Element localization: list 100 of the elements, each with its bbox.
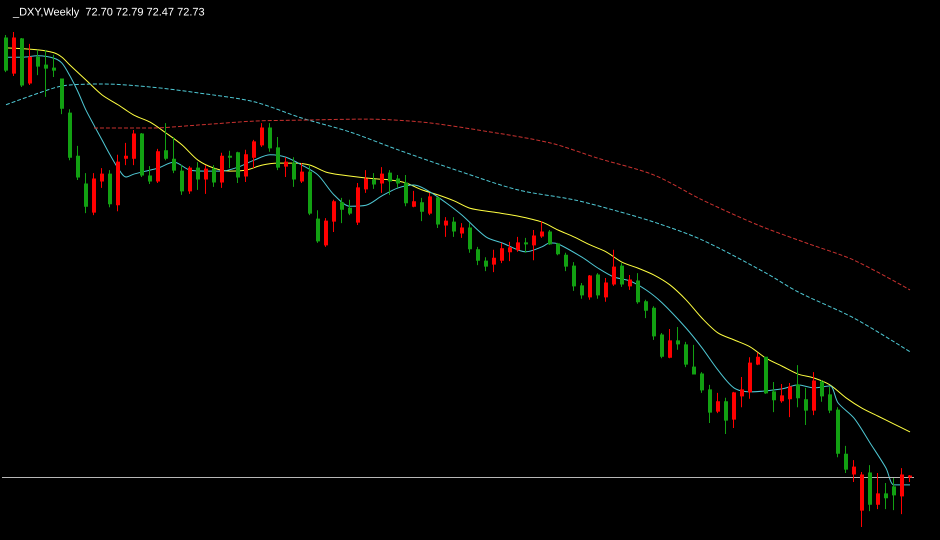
candlestick (836, 406, 840, 458)
candlestick (716, 392, 720, 414)
candlestick (292, 156, 296, 188)
candlestick (316, 210, 320, 244)
candlestick (20, 37, 24, 88)
candlestick (444, 216, 448, 238)
candlestick (700, 372, 704, 394)
candlestick (796, 364, 800, 408)
candlestick (892, 477, 896, 511)
candlestick (604, 278, 608, 302)
candlestick (820, 379, 824, 402)
candlestick (636, 272, 640, 304)
candlestick (596, 272, 600, 300)
chart-title: _DXY,Weekly 72.70 72.79 72.47 72.73 (12, 6, 205, 18)
candlestick (404, 174, 408, 207)
candlestick (412, 190, 416, 208)
candlestick (452, 216, 456, 238)
candlestick (812, 372, 816, 416)
candlestick (164, 122, 168, 161)
candlestick (220, 152, 224, 188)
candlestick (484, 256, 488, 272)
candlestick (516, 236, 520, 252)
candlestick (388, 170, 392, 196)
candlestick (180, 164, 184, 196)
candlestick (748, 356, 752, 400)
candlestick (428, 192, 432, 216)
candlestick (244, 149, 248, 182)
candlestick (148, 166, 152, 184)
candlestick (660, 332, 664, 359)
candlestick (492, 249, 496, 273)
candlestick (340, 197, 344, 224)
candlestick (548, 230, 552, 246)
candlestick (460, 222, 464, 238)
candlestick (4, 34, 8, 73)
candlestick (668, 328, 672, 359)
candlestick (580, 282, 584, 300)
candlestick (508, 241, 512, 262)
candlestick (68, 108, 72, 161)
candlestick (396, 174, 400, 188)
candlestick (196, 162, 200, 190)
candlestick (380, 166, 384, 194)
candlestick (436, 196, 440, 229)
candlestick (644, 299, 648, 319)
candlestick (84, 172, 88, 214)
candlestick (276, 136, 280, 171)
candlestick (44, 49, 48, 98)
candlestick (100, 168, 104, 188)
candlestick (900, 468, 904, 515)
candlestick (732, 391, 736, 428)
candlestick (420, 197, 424, 222)
candlestick (356, 182, 360, 226)
candlestick (740, 376, 744, 408)
candlestick (564, 252, 568, 272)
candlestick (684, 341, 688, 368)
candlestick (476, 246, 480, 266)
candlestick (300, 162, 304, 184)
candlestick (324, 218, 328, 248)
candlestick (692, 344, 696, 375)
candlestick (676, 326, 680, 350)
candlestick (260, 122, 264, 148)
candlestick (212, 164, 216, 188)
candlestick (556, 242, 560, 256)
candlestick (908, 474, 912, 482)
candlestick (524, 237, 528, 254)
candlestick (284, 156, 288, 178)
candlestick (308, 164, 312, 216)
candlestick (628, 274, 632, 290)
candlestick (228, 150, 232, 169)
candlestick (532, 230, 536, 261)
candlestick (788, 382, 792, 418)
candlestick (620, 262, 624, 288)
candlestick (844, 445, 848, 474)
candlestick (652, 306, 656, 340)
candlestick (588, 274, 592, 300)
candlestick (756, 352, 760, 366)
candlestick (108, 170, 112, 208)
candlestick (852, 460, 856, 482)
candlestick (780, 383, 784, 404)
candlestick (140, 132, 144, 178)
candlestick (188, 166, 192, 194)
candlestick (92, 172, 96, 216)
candlestick (372, 172, 376, 190)
candlestick (28, 43, 32, 86)
candlestick (612, 249, 616, 286)
candlestick (764, 356, 768, 394)
candlestick (804, 387, 808, 426)
candlestick (156, 148, 160, 184)
candlestick (116, 154, 120, 212)
candlestick (500, 242, 504, 264)
candlestick (252, 139, 256, 169)
candlestick (12, 32, 16, 77)
candlestick (572, 262, 576, 292)
candlestick (268, 122, 272, 152)
candlestick (468, 222, 472, 254)
candlestick (76, 145, 80, 181)
candlestick (60, 78, 64, 115)
candlestick (348, 199, 352, 216)
candlestick (884, 482, 888, 510)
candlestick (828, 386, 832, 414)
candlestick (172, 136, 176, 174)
